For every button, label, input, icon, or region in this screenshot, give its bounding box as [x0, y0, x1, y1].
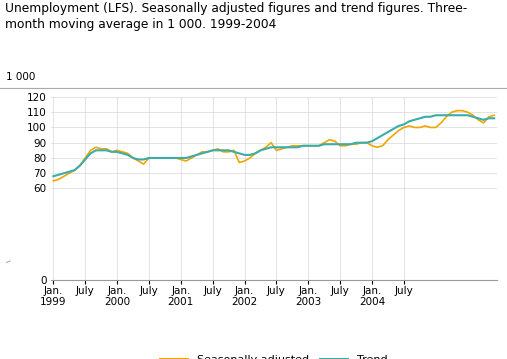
Trend [491, 116, 497, 121]
Trend [247, 153, 253, 157]
Seasonally adjusted [50, 179, 56, 183]
Seasonally adjusted [406, 124, 412, 128]
Seasonally adjusted [56, 177, 62, 182]
Trend [56, 173, 62, 177]
Seasonally adjusted [247, 156, 253, 160]
Trend [433, 113, 439, 117]
Trend [406, 119, 412, 123]
Trend [385, 130, 391, 134]
Seasonally adjusted [454, 108, 460, 113]
Seasonally adjusted [385, 137, 391, 142]
Trend [77, 163, 83, 168]
Trend [50, 174, 56, 178]
Legend: Seasonally adjusted, Trend: Seasonally adjusted, Trend [156, 351, 392, 359]
Trend [268, 145, 274, 149]
Text: 1 000: 1 000 [6, 72, 35, 82]
Line: Trend: Trend [53, 115, 494, 176]
Seasonally adjusted [491, 113, 497, 117]
Line: Seasonally adjusted: Seasonally adjusted [53, 111, 494, 181]
Seasonally adjusted [77, 163, 83, 168]
Text: Unemployment (LFS). Seasonally adjusted figures and trend figures. Three-
month : Unemployment (LFS). Seasonally adjusted … [5, 2, 467, 31]
Seasonally adjusted [268, 141, 274, 145]
